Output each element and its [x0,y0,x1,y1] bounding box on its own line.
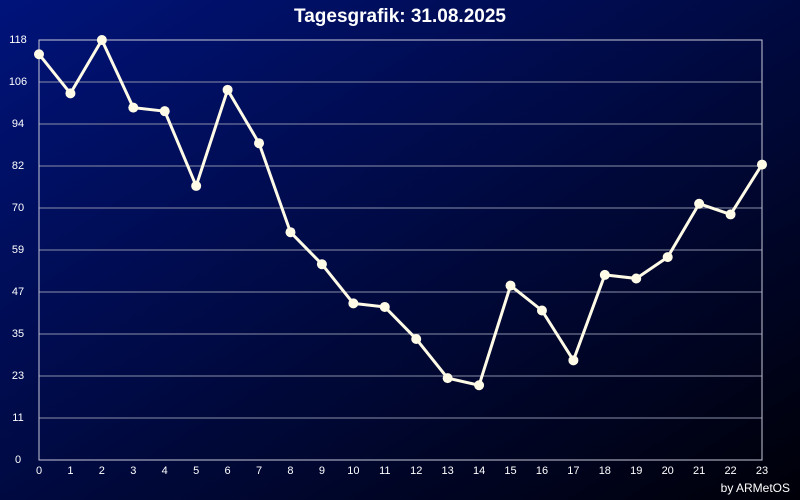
line [37,38,764,387]
x-tick-label: 5 [193,465,199,477]
point [725,209,736,220]
x-tick-label: 4 [162,465,168,477]
point [411,333,422,344]
point [96,35,107,45]
y-tick-label: 118 [9,34,27,46]
y-tick-label: 59 [12,244,24,256]
x-tick-label: 13 [442,465,454,477]
point [662,252,673,263]
x-tick-label: 19 [630,465,642,477]
chart-title: Tagesgrafik: 31.08.2025 [294,6,506,27]
point [536,305,547,316]
point [222,84,233,95]
x-tick-label: 15 [504,465,516,477]
point [379,301,390,312]
x-tick-label: 6 [225,465,231,477]
plot-border [38,39,763,461]
x-tick-label: 14 [473,465,485,477]
x-tick-label: 22 [724,465,736,477]
x-tick-label: 21 [693,465,705,477]
point [34,49,44,60]
y-tick-label: 82 [12,160,24,172]
y-tick-label: 23 [12,370,24,382]
y-tick-label: 47 [12,286,24,298]
x-tick-label: 20 [662,465,674,477]
point [128,102,139,113]
point [348,298,359,309]
point [442,373,453,384]
x-tick-label: 2 [99,465,105,477]
source: by ARMetOS [721,481,790,495]
point [191,180,202,191]
x-tick-label: 0 [36,465,42,477]
point [474,380,485,391]
x-tick-label: 11 [379,465,390,477]
x-tick-label: 9 [319,465,325,477]
x-tick-label: 7 [256,465,262,477]
x-tick-label: 3 [130,465,136,477]
x-tick-label: 23 [756,465,768,477]
point [694,198,705,209]
y-tick-label: 70 [12,202,24,214]
point [285,227,296,238]
x-tick-label: 10 [347,465,359,477]
x-tick-label: 18 [599,465,611,477]
point [505,280,516,291]
y-tick-label: 35 [12,328,24,340]
point [631,273,642,284]
x-tick-label: 1 [67,465,73,477]
y-tick-label: 0 [15,454,21,466]
point [65,88,76,99]
x-tick-label: 16 [536,465,548,477]
y-tick-label: 94 [12,118,24,130]
point [254,138,265,149]
point [757,159,767,170]
y-tick-label: 11 [12,412,23,424]
point [568,355,579,366]
y-tick-label: 106 [9,76,27,88]
x-tick-label: 17 [567,465,579,477]
x-tick-label: 8 [287,465,293,477]
point [316,259,327,270]
point [599,269,610,280]
x-tick-label: 12 [410,465,422,477]
point [159,106,170,117]
